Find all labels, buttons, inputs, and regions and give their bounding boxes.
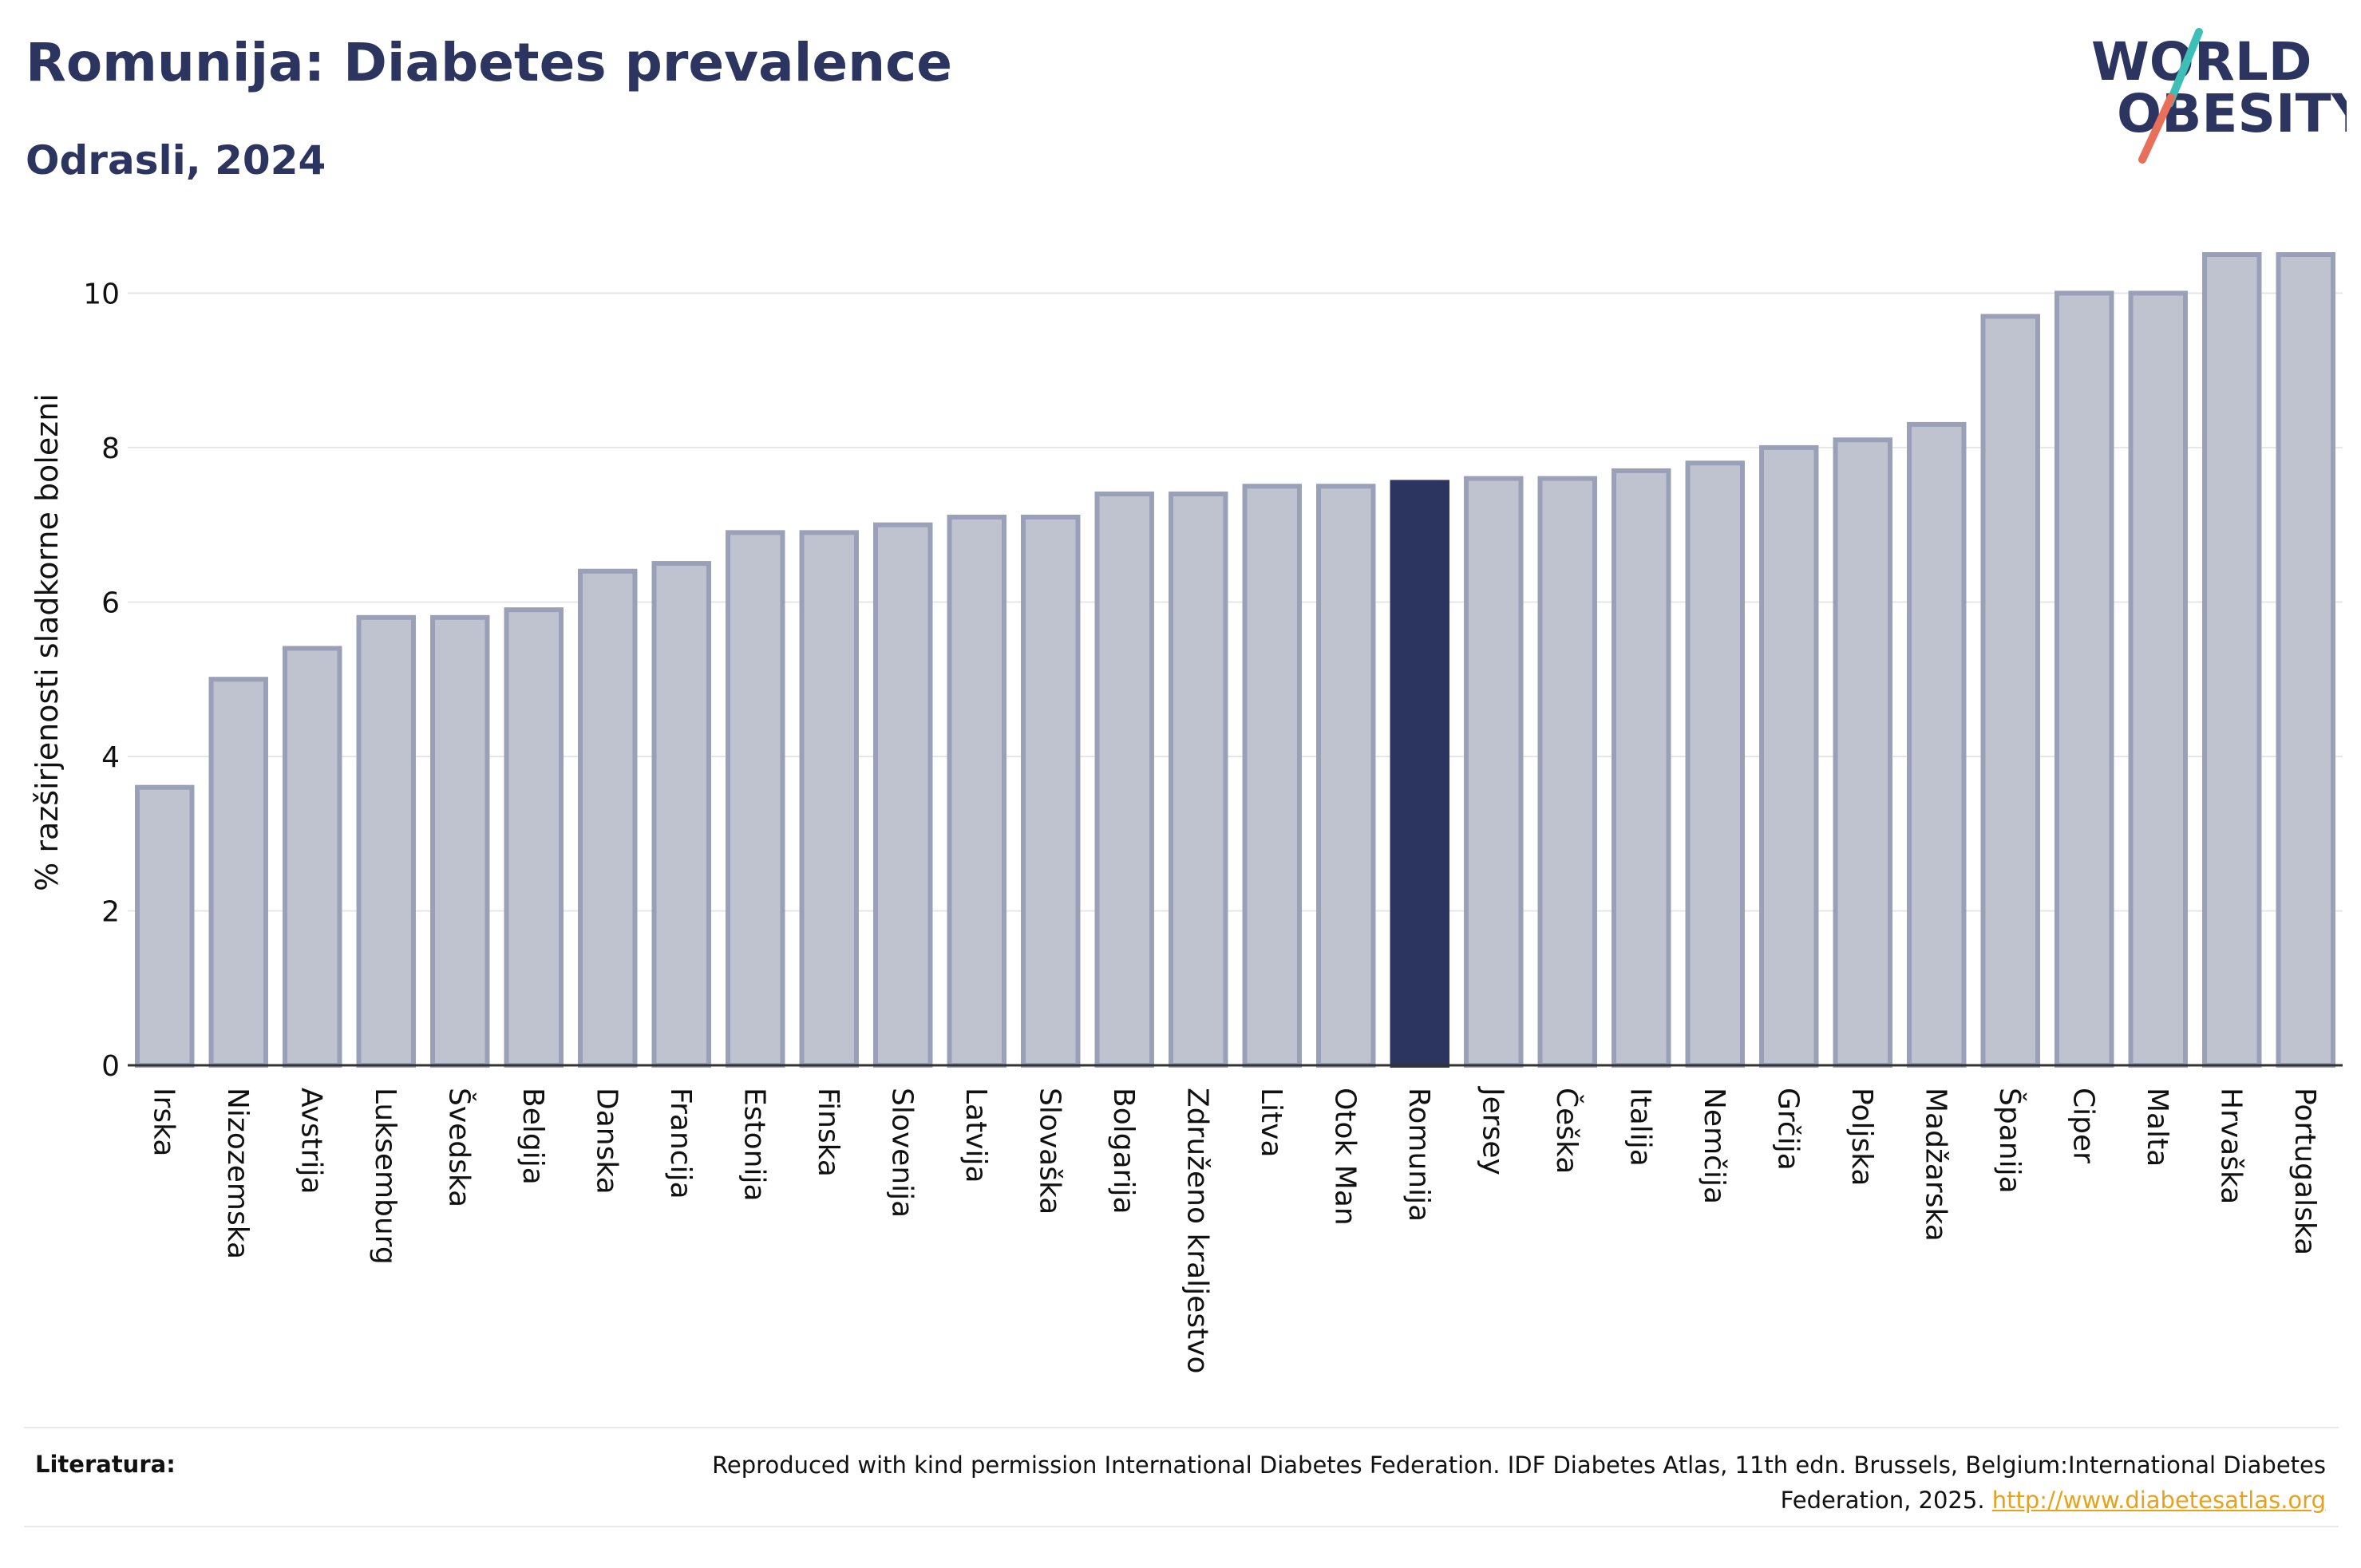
x-tick-label: Malta <box>2141 1088 2173 1167</box>
x-tick-label: Nizozemska <box>221 1088 254 1259</box>
x-tick-label: Češka <box>1550 1088 1584 1174</box>
x-tick-label: Bolgarija <box>1107 1088 1140 1215</box>
x-tick-label: Luksemburg <box>369 1088 401 1265</box>
bar <box>1907 421 1967 1068</box>
bar-chart: 0 2 4 6 8 10 Irska Nizozemska Avstrija Luksembur… <box>30 252 2343 1374</box>
x-tick-label: Madžarska <box>1919 1088 1952 1242</box>
x-tick-label: Otok Man <box>1328 1088 1361 1226</box>
y-tick-label: 10 <box>83 278 120 310</box>
y-tick-label: 6 <box>101 587 120 619</box>
x-tick-label: Francija <box>664 1088 697 1199</box>
x-tick-label: Avstrija <box>295 1088 327 1195</box>
x-tick-label: Ciper <box>2066 1088 2099 1163</box>
y-axis-label: % razširjenosti sladkorne bolezni <box>30 393 65 891</box>
bar <box>2276 252 2335 1068</box>
bar <box>1094 491 1154 1068</box>
bar <box>2202 252 2262 1068</box>
footer-divider-bottom <box>24 1526 2339 1527</box>
chart-title: Romunija: Diabetes prevalence <box>26 32 952 93</box>
bar <box>430 614 490 1068</box>
x-tick-label: Španija <box>1993 1088 2027 1194</box>
logo-line-world: WORLD <box>2091 31 2312 93</box>
bar-highlighted <box>1390 480 1449 1068</box>
y-tick-label: 8 <box>101 432 120 465</box>
bar <box>1833 437 1892 1068</box>
bar <box>651 561 711 1068</box>
logo-slash-teal <box>2165 28 2203 108</box>
bar <box>1464 476 1524 1068</box>
references-label: Literatura: <box>35 1451 176 1478</box>
y-tick-labels: 0 2 4 6 8 10 <box>83 278 120 1083</box>
x-tick-label: Finska <box>812 1088 844 1177</box>
x-tick-label: Belgija <box>516 1088 549 1185</box>
bar <box>135 784 195 1068</box>
references-text: Reproduced with kind permission Internat… <box>650 1448 2326 1518</box>
x-tick-labels: Irska Nizozemska Avstrija Luksemburg Švedska… <box>147 1086 2321 1374</box>
x-tick-label: Italija <box>1623 1088 1656 1167</box>
world-obesity-logo: WORLD OBESITY <box>2091 28 2347 164</box>
x-tick-label: Estonija <box>738 1088 770 1202</box>
bar <box>1612 468 1671 1068</box>
bar <box>2128 290 2188 1068</box>
references-citation: Reproduced with kind permission Internat… <box>712 1451 2326 1514</box>
chart-subtitle: Odrasli, 2024 <box>26 137 326 184</box>
footer-divider-top <box>24 1427 2339 1428</box>
bar <box>2055 290 2114 1068</box>
x-tick-label: Irska <box>147 1088 180 1156</box>
bar <box>208 677 268 1068</box>
bars <box>135 252 2335 1068</box>
bar <box>1980 314 2040 1068</box>
x-tick-label: Grčija <box>1771 1088 1804 1171</box>
x-tick-label: Slovenija <box>885 1088 918 1218</box>
y-tick-label: 4 <box>101 741 120 774</box>
bar <box>1021 515 1081 1068</box>
bar <box>873 522 933 1068</box>
bar <box>283 646 342 1068</box>
x-tick-label: Hrvaška <box>2214 1088 2247 1204</box>
bar <box>578 568 638 1068</box>
bar <box>1169 491 1228 1068</box>
y-tick-label: 0 <box>101 1050 120 1083</box>
bar <box>1316 484 1376 1068</box>
bar <box>1242 484 1302 1068</box>
x-tick-label: Jersey <box>1476 1086 1509 1175</box>
x-tick-label: Slovaška <box>1033 1088 1066 1215</box>
bar <box>1759 444 1819 1068</box>
x-tick-label: Poljska <box>1845 1088 1878 1187</box>
x-tick-label: Nemčija <box>1698 1088 1730 1204</box>
x-tick-label: Švedska <box>442 1088 476 1207</box>
references-link[interactable]: http://www.diabetesatlas.org <box>1991 1487 2326 1514</box>
bar <box>947 515 1006 1068</box>
bar <box>1685 460 1745 1068</box>
x-tick-label: Danska <box>590 1088 623 1195</box>
x-tick-label: Portugalska <box>2288 1088 2321 1255</box>
bar <box>504 607 564 1068</box>
x-tick-label: Združeno kraljestvo <box>1180 1088 1213 1374</box>
x-tick-label: Romunija <box>1402 1088 1435 1222</box>
bar <box>726 530 785 1068</box>
bar <box>356 614 416 1068</box>
grid-lines <box>128 292 2343 912</box>
logo-slash-coral <box>2138 93 2175 164</box>
x-tick-label: Litva <box>1255 1088 1287 1158</box>
y-tick-label: 2 <box>101 895 120 928</box>
bar <box>1537 476 1597 1068</box>
bar <box>799 530 859 1068</box>
x-tick-label: Latvija <box>959 1088 992 1183</box>
